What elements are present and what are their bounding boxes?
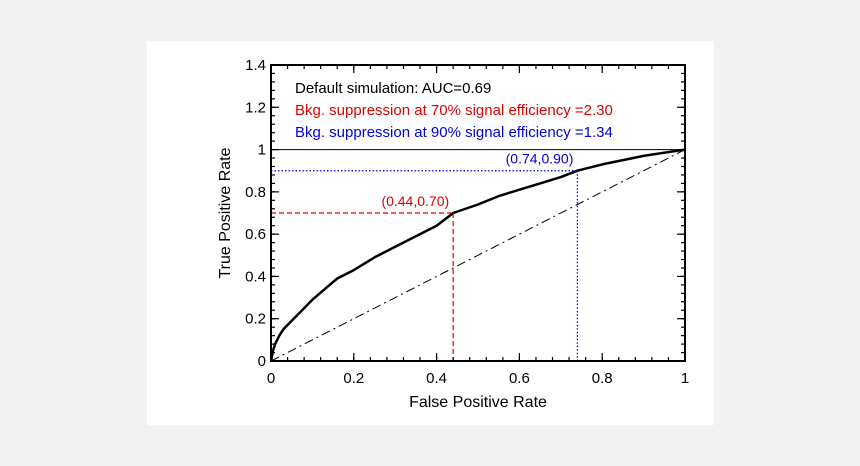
legend-entry: Bkg. suppression at 70% signal efficienc… <box>295 102 613 119</box>
y-tick-label: 0.4 <box>245 268 266 285</box>
axis-labels: False Positive Rate True Positive Rate <box>217 147 547 411</box>
annotation-layer: (0.44,0.70) (0.74,0.90) <box>271 151 578 361</box>
x-tick-label: 0.8 <box>592 370 613 387</box>
roc-curve <box>269 148 686 362</box>
y-tick-label: 1.2 <box>245 99 266 116</box>
legend: Default simulation: AUC=0.69 Bkg. suppres… <box>295 80 613 141</box>
x-tick-label: 0.2 <box>343 370 364 387</box>
plot-frame <box>270 64 686 362</box>
y-tick-label: 0 <box>258 353 266 370</box>
diagonal-reference-line <box>270 149 686 362</box>
roc-chart: (0.44,0.70) (0.74,0.90) 0 0.2 0.4 0.6 0.8 1 0 0.… <box>217 57 689 411</box>
y-tick-label: 0.2 <box>245 311 266 328</box>
x-tick-label: 1 <box>681 370 689 387</box>
axis-ticks: 0 0.2 0.4 0.6 0.8 1 0 0.2 0.4 0.6 0.8 1 1.2 1.4 <box>245 57 689 387</box>
legend-entry: Bkg. suppression at 90% signal efficienc… <box>295 124 613 141</box>
x-tick-label: 0.4 <box>426 370 447 387</box>
y-tick-label: 1.4 <box>245 57 266 74</box>
x-axis-label: False Positive Rate <box>409 394 547 411</box>
y-tick-label: 0.8 <box>245 184 266 201</box>
y-tick-label: 1 <box>258 142 266 159</box>
figure-panel: (0.44,0.70) (0.74,0.90) 0 0.2 0.4 0.6 0.8 1 0 0.… <box>147 41 714 425</box>
legend-entry: Default simulation: AUC=0.69 <box>295 80 491 97</box>
y-axis-label: True Positive Rate <box>217 147 234 278</box>
series-layer <box>269 148 686 362</box>
x-tick-label: 0 <box>267 370 275 387</box>
y-tick-label: 0.6 <box>245 226 266 243</box>
point-label-eff90: (0.74,0.90) <box>506 151 574 167</box>
point-label-eff70: (0.44,0.70) <box>381 193 449 209</box>
x-tick-label: 0.6 <box>509 370 530 387</box>
